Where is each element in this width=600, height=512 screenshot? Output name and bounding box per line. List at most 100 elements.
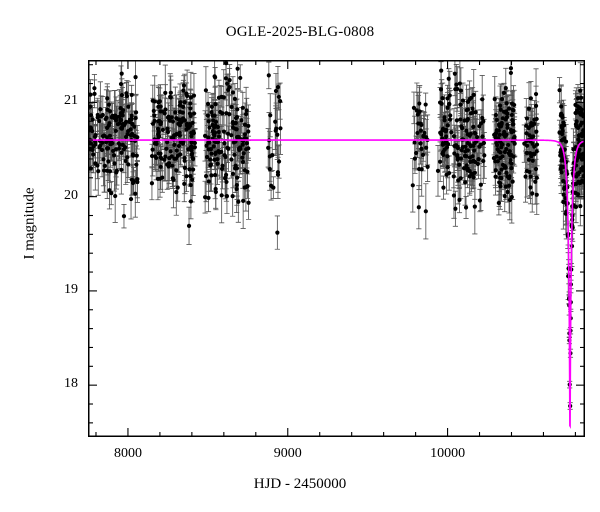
data-point [470,106,475,111]
data-point [242,132,248,137]
data-point [435,168,441,173]
data-point [506,183,512,188]
data-point [230,194,235,199]
data-point [223,154,228,160]
data-point [492,97,497,102]
data-point [438,159,443,164]
data-point [111,153,117,158]
data-point [158,164,163,169]
data-point [448,113,453,118]
data-point [453,144,458,149]
data-point [275,230,280,235]
data-point [150,147,155,152]
data-point [241,151,246,156]
data-point [124,91,129,96]
data-point [192,145,197,150]
data-point [188,113,193,119]
data-point [97,145,102,150]
data-point [420,152,426,157]
data-point [235,175,240,180]
data-point [225,81,230,86]
data-point [118,117,123,122]
data-point [125,132,130,137]
data-point [213,119,219,124]
data-point [91,144,96,149]
data-point [102,163,107,168]
data-point [215,157,220,162]
data-point [181,88,186,93]
data-point [223,76,229,81]
data-point [107,169,113,174]
data-point [240,159,246,165]
data-point [114,114,119,120]
data-point [502,165,508,170]
data-point [267,166,272,172]
data-point [451,134,457,139]
data-point [509,166,514,171]
data-point [577,105,583,111]
data-point [184,174,189,179]
data-point [505,122,510,127]
data-point [174,168,179,173]
data-point [113,128,118,134]
data-point [497,103,503,108]
data-point [152,141,157,146]
data-point [471,175,476,180]
data-point [213,186,218,192]
data-point [119,167,124,172]
data-point [472,130,477,135]
data-point [170,176,175,181]
data-point [105,96,110,101]
data-point [468,143,473,149]
data-point [561,178,566,184]
data-point [229,157,234,162]
data-point [526,106,532,111]
data-point [276,94,281,99]
data-point [477,144,482,149]
data-point [576,137,581,142]
data-point [440,128,445,133]
data-point [232,96,237,101]
data-point [456,178,461,183]
data-point [461,166,467,171]
data-point [189,140,194,145]
data-point [573,102,578,107]
data-point [493,168,498,173]
data-point [172,156,177,161]
data-point [559,125,565,130]
data-point [505,174,510,179]
data-point [496,200,501,206]
data-point [166,114,171,119]
data-point [106,123,111,128]
data-point [412,156,418,161]
data-point [473,110,478,115]
data-point [234,182,239,188]
data-point [244,141,249,146]
data-point [579,120,584,126]
data-point [268,183,274,188]
y-tick-label: 19 [64,281,78,297]
data-point [234,186,239,192]
data-point [559,164,564,169]
data-point [134,162,139,167]
data-point [219,193,224,198]
data-point [445,105,450,110]
data-point [150,98,155,103]
data-point [95,112,100,118]
data-point [480,134,485,139]
data-point [440,95,445,101]
data-point [455,153,460,158]
data-point [504,146,509,152]
data-point [174,190,179,195]
data-point [472,170,477,175]
data-point [174,148,179,153]
data-point [246,200,251,205]
data-point [165,126,170,131]
data-point [240,155,245,160]
data-point [149,181,155,186]
data-point [508,157,513,163]
data-point [119,150,124,155]
data-point [527,169,532,175]
data-point [241,198,246,203]
data-point [478,182,483,187]
